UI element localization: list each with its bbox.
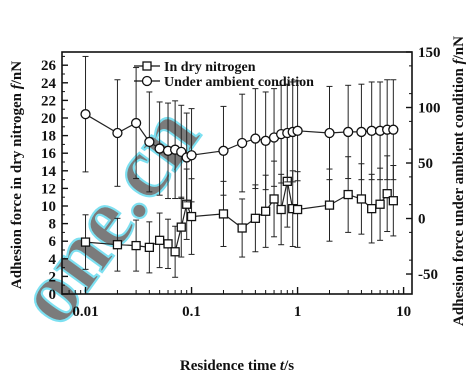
legend-circle-marker	[141, 75, 153, 87]
data-point-square	[170, 247, 180, 257]
data-point-square	[269, 194, 279, 204]
y-left-tick-label: 22	[41, 93, 56, 109]
y-left-tick-label: 2	[49, 269, 57, 285]
data-point-circle	[144, 136, 155, 148]
data-point-circle	[218, 145, 229, 156]
legend-label: Under ambient condition	[164, 75, 314, 90]
y-left-tick-label: 24	[41, 76, 57, 92]
y-left-tick-label: 4	[49, 252, 57, 268]
series-layer	[80, 55, 399, 278]
y-left-tick-label: 20	[41, 111, 56, 127]
data-point-square	[324, 200, 335, 210]
data-point-square	[276, 204, 286, 215]
data-point-circle	[260, 135, 271, 146]
y-right-axis: -50 0 50 100 150	[406, 45, 441, 283]
y-right-tick-label: 150	[418, 45, 441, 61]
y-left-tick-label: 26	[41, 58, 57, 74]
data-point-circle	[236, 137, 248, 149]
y-left-tick-label: 6	[49, 234, 57, 250]
data-point-circle	[130, 117, 142, 129]
plot-frame	[61, 51, 413, 295]
data-point-circle	[292, 125, 303, 136]
data-point-square	[237, 223, 247, 233]
y-left-tick-label: 8	[49, 217, 57, 233]
y-left-tick-label: 12	[41, 181, 56, 197]
data-point-square	[80, 237, 91, 247]
data-point-circle	[250, 133, 261, 144]
data-point-square	[154, 235, 165, 245]
legend-label: In dry nitrogen	[164, 60, 256, 75]
data-point-square	[382, 189, 392, 199]
y-right-tick-label: -50	[418, 267, 438, 283]
data-point-square	[343, 189, 353, 200]
data-point-circle	[343, 126, 354, 138]
data-point-square	[292, 204, 303, 215]
y-right-tick-label: 50	[418, 156, 433, 172]
data-point-square	[186, 211, 197, 222]
data-point-square	[388, 196, 398, 206]
y-left-axis-label: Adhesion force in dry nitrogen f/nN	[9, 61, 25, 289]
x-tick-label: 0.01	[72, 304, 98, 320]
legend-item: In dry nitrogen	[134, 60, 256, 75]
x-tick-label: 0.1	[182, 304, 201, 320]
y-right-tick-label: 0	[418, 212, 426, 228]
y-right-axis-label: Adhesion force under ambient condition f…	[451, 36, 467, 326]
y-right-tick-label: 100	[418, 101, 441, 117]
x-axis-label: Residence time t/s	[180, 358, 294, 374]
x-tick-label: 1	[294, 304, 302, 320]
series-ambient	[80, 55, 399, 203]
y-left-tick-label: 16	[41, 146, 57, 162]
y-left-tick-label: 18	[41, 129, 56, 145]
data-point-square	[250, 213, 261, 223]
data-point-circle	[154, 143, 165, 154]
data-point-circle	[186, 150, 197, 161]
legend-item: Under ambient condition	[134, 75, 314, 90]
series-dry-nitrogen	[80, 135, 398, 278]
data-point-circle	[388, 124, 399, 135]
data-point-circle	[112, 127, 123, 139]
data-point-square	[367, 203, 377, 214]
legend-square-marker	[142, 61, 152, 71]
data-point-square	[163, 239, 173, 249]
data-point-square	[176, 222, 186, 232]
y-left-tick-label: 14	[41, 164, 57, 180]
data-point-circle	[324, 127, 335, 139]
y-left-tick-label: 0	[49, 287, 57, 303]
data-point-circle	[356, 126, 367, 138]
data-point-square	[144, 242, 155, 253]
data-point-square	[375, 199, 385, 209]
x-tick-label: 10	[396, 304, 411, 320]
data-point-square	[218, 209, 229, 219]
data-point-square	[261, 206, 271, 216]
data-point-square	[356, 194, 367, 204]
data-point-square	[131, 240, 141, 251]
data-point-circle	[366, 125, 377, 136]
data-point-square	[112, 240, 123, 250]
y-left-tick-label: 10	[41, 199, 56, 215]
data-point-circle	[80, 109, 91, 120]
x-axis: 0.01 0.1 1 10	[68, 287, 411, 320]
